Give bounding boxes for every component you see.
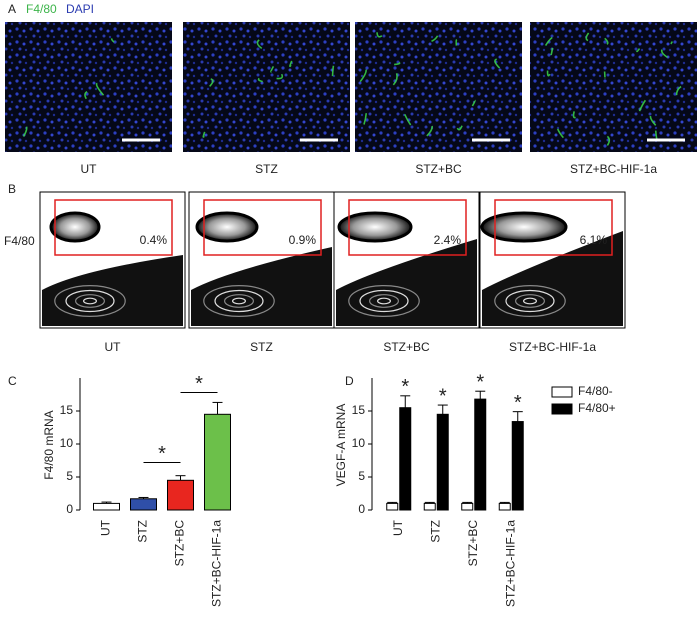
bar bbox=[462, 503, 473, 510]
significance-marker: * bbox=[195, 373, 203, 395]
significance-marker: * bbox=[439, 385, 447, 407]
image-label: STZ bbox=[255, 162, 278, 176]
f480-signal bbox=[456, 39, 457, 45]
y-tick-label: 0 bbox=[66, 502, 73, 516]
x-tick-label: STZ bbox=[136, 520, 150, 543]
legend-label: F4/80+ bbox=[578, 401, 616, 415]
panel-letter: C bbox=[8, 374, 17, 388]
image-label: STZ+BC bbox=[415, 162, 462, 176]
x-tick-label: UT bbox=[99, 519, 113, 536]
y-axis-label: VEGF-A mRNA bbox=[334, 404, 348, 487]
x-tick-label: UT bbox=[391, 519, 405, 536]
x-tick-label: STZ+BC-HIF-1a bbox=[503, 520, 517, 607]
panel-letter: B bbox=[8, 182, 16, 196]
x-tick-label: STZ+BC bbox=[173, 520, 187, 567]
bar bbox=[499, 503, 510, 510]
bar bbox=[437, 414, 448, 510]
y-axis-label: F4/80 mRNA bbox=[42, 410, 56, 479]
bar bbox=[400, 408, 411, 510]
micrograph bbox=[183, 22, 350, 152]
y-tick-label: 15 bbox=[352, 403, 366, 417]
panel-letter: D bbox=[345, 374, 354, 388]
population-top bbox=[51, 213, 99, 241]
gate-percentage: 2.4% bbox=[434, 233, 462, 247]
y-tick-label: 10 bbox=[352, 436, 366, 450]
f480-signal bbox=[333, 66, 334, 76]
x-tick-label: STZ+BC bbox=[466, 520, 480, 567]
significance-marker: * bbox=[158, 443, 166, 465]
y-tick-label: 10 bbox=[60, 436, 74, 450]
legend-label: F4/80- bbox=[578, 384, 613, 398]
bar bbox=[168, 480, 194, 510]
stain-label: F4/80 bbox=[26, 2, 57, 16]
bar bbox=[512, 422, 523, 510]
micrograph bbox=[355, 22, 522, 152]
bar bbox=[475, 399, 486, 510]
stain-label: DAPI bbox=[66, 2, 94, 16]
y-tick-label: 5 bbox=[358, 469, 365, 483]
bar bbox=[205, 414, 231, 510]
x-tick-label: STZ+BC-HIF-1a bbox=[210, 520, 224, 607]
bar bbox=[94, 503, 120, 510]
micrograph bbox=[5, 22, 172, 152]
panel-letter: A bbox=[8, 2, 16, 16]
bar bbox=[424, 503, 435, 510]
bar bbox=[131, 499, 157, 510]
flow-plot: 2.4% bbox=[334, 192, 479, 328]
image-label: STZ+BC-HIF-1a bbox=[570, 162, 657, 176]
legend-swatch bbox=[552, 387, 572, 397]
x-tick-label: STZ bbox=[428, 520, 442, 543]
plot-label: STZ bbox=[250, 340, 273, 354]
gate-percentage: 0.9% bbox=[289, 233, 317, 247]
y-tick-label: 0 bbox=[358, 502, 365, 516]
image-label: UT bbox=[81, 162, 98, 176]
plot-label: STZ+BC-HIF-1a bbox=[509, 340, 596, 354]
population-top bbox=[197, 213, 257, 241]
plot-label: UT bbox=[105, 340, 122, 354]
flow-plot: 0.4% bbox=[40, 192, 185, 328]
y-tick-label: 15 bbox=[60, 403, 74, 417]
plot-label: STZ+BC bbox=[383, 340, 430, 354]
y-tick-label: 5 bbox=[66, 469, 73, 483]
significance-marker: * bbox=[401, 376, 409, 398]
significance-marker: * bbox=[476, 371, 484, 393]
gate-percentage: 0.4% bbox=[140, 233, 168, 247]
bar bbox=[387, 503, 398, 510]
flow-plot: 6.1% bbox=[480, 192, 625, 328]
gate-percentage: 6.1% bbox=[580, 233, 608, 247]
population-top bbox=[339, 213, 411, 241]
significance-marker: * bbox=[514, 392, 522, 414]
legend-swatch bbox=[552, 404, 572, 414]
axis-label: F4/80 bbox=[4, 234, 35, 248]
flow-plot: 0.9% bbox=[189, 192, 334, 328]
